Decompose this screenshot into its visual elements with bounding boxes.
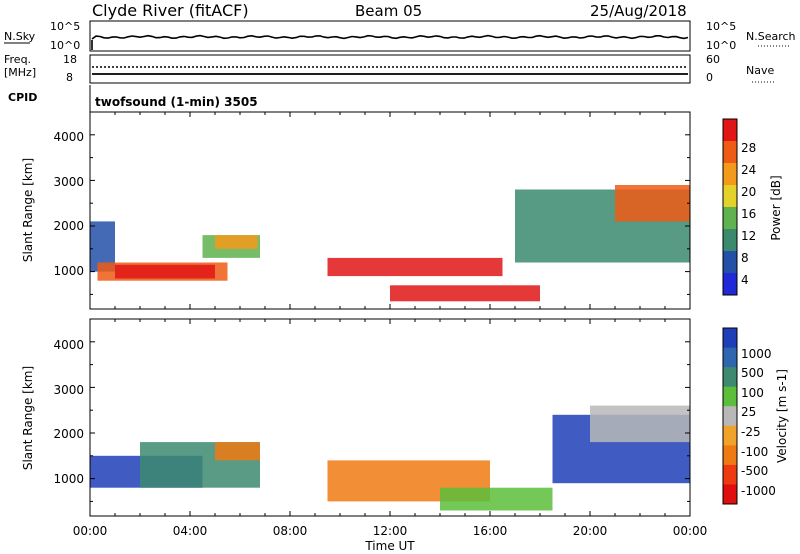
power-cb-28: 28 bbox=[741, 141, 756, 155]
velocity-colorbar-swatch-5 bbox=[723, 425, 737, 446]
power-colorbar-swatch-3 bbox=[723, 185, 737, 208]
vel-cb-25: 25 bbox=[741, 405, 756, 419]
power-cell-8 bbox=[615, 185, 690, 222]
power-colorbar: 28 24 20 16 12 8 4 Power [dB] bbox=[722, 118, 783, 296]
velocity-ylabel: Slant Range [km] bbox=[21, 366, 35, 470]
velocity-cell-4 bbox=[440, 487, 553, 511]
power-colorbar-swatch-4 bbox=[723, 207, 737, 230]
freq-tick-top: 18 bbox=[63, 53, 77, 66]
power-ytick-2000: 2000 bbox=[53, 219, 84, 233]
velocity-colorbar-swatch-0 bbox=[723, 328, 737, 349]
velocity-panel: Slant Range [km] 1000 2000 3000 4000 bbox=[21, 318, 691, 517]
power-colorbar-swatch-0 bbox=[723, 119, 737, 142]
velocity-ytick-4000: 4000 bbox=[53, 338, 84, 352]
nsky-trace bbox=[91, 34, 689, 50]
velocity-colorbar-swatch-4 bbox=[723, 406, 737, 427]
power-cb-20: 20 bbox=[741, 185, 756, 199]
power-ytick-3000: 3000 bbox=[53, 175, 84, 189]
velocity-tick-marks bbox=[89, 318, 691, 516]
xlabel: Time UT bbox=[364, 539, 415, 553]
vel-cb-500: 500 bbox=[741, 366, 764, 380]
power-colorbar-swatch-6 bbox=[723, 251, 737, 274]
vel-cb-1000: 1000 bbox=[741, 347, 772, 361]
velocity-colorbar-swatches bbox=[723, 328, 737, 505]
power-cell-5 bbox=[327, 257, 503, 277]
nsky-tick-bottom: 10^0 bbox=[50, 39, 80, 52]
vel-cb-100: 100 bbox=[741, 386, 764, 400]
power-cb-8: 8 bbox=[741, 251, 749, 265]
freq-tick-bottom: 8 bbox=[66, 71, 73, 84]
power-colorbar-frame bbox=[722, 118, 738, 296]
power-cell-6 bbox=[390, 285, 540, 302]
velocity-colorbar-swatch-1 bbox=[723, 347, 737, 368]
xtick-0800: 08:00 bbox=[273, 524, 308, 538]
xtick-0400: 04:00 bbox=[173, 524, 208, 538]
power-data bbox=[90, 185, 690, 302]
freq-frame bbox=[89, 54, 691, 84]
power-cell-4 bbox=[215, 235, 258, 249]
cpid-text: twofsound (1-min) 3505 bbox=[95, 95, 258, 109]
power-cell-2 bbox=[115, 264, 215, 279]
x-axis: 00:00 04:00 08:00 12:00 16:00 20:00 00:0… bbox=[73, 524, 708, 553]
nsearch-tick-top: 10^5 bbox=[706, 20, 736, 33]
velocity-ytick-3000: 3000 bbox=[53, 383, 84, 397]
nave-tick-top: 60 bbox=[706, 53, 720, 66]
power-cb-24: 24 bbox=[741, 163, 756, 177]
power-colorbar-label: Power [dB] bbox=[769, 175, 783, 240]
beam-label: Beam 05 bbox=[355, 2, 422, 20]
power-cb-4: 4 bbox=[741, 273, 749, 287]
power-panel: Slant Range [km] 1000 2000 3000 4000 bbox=[21, 111, 691, 310]
vel-cb-m1000: -1000 bbox=[741, 484, 776, 498]
nsky-panel: N.Sky 10^5 10^0 10^5 10^0 N.Search bbox=[4, 20, 796, 52]
power-ylabel: Slant Range [km] bbox=[21, 158, 35, 262]
freq-label-1: Freq. bbox=[4, 53, 31, 66]
velocity-colorbar-swatch-3 bbox=[723, 386, 737, 407]
velocity-colorbar-label: Velocity [m s-1] bbox=[775, 369, 789, 463]
xtick-1600: 16:00 bbox=[473, 524, 508, 538]
power-colorbar-swatch-5 bbox=[723, 229, 737, 252]
vel-cb-m25: -25 bbox=[741, 425, 761, 439]
nsky-frame bbox=[89, 20, 691, 52]
nsearch-tick-bottom: 10^0 bbox=[706, 39, 736, 52]
velocity-colorbar-swatch-7 bbox=[723, 464, 737, 485]
power-colorbar-swatch-7 bbox=[723, 273, 737, 296]
power-colorbar-swatch-2 bbox=[723, 163, 737, 186]
freq-panel: Freq. [MHz] 18 8 60 0 Nave bbox=[4, 53, 776, 84]
nsearch-label: N.Search bbox=[746, 30, 796, 43]
velocity-ytick-1000: 1000 bbox=[53, 472, 84, 486]
velocity-cell-2 bbox=[215, 442, 260, 461]
power-ytick-1000: 1000 bbox=[53, 264, 84, 278]
figure-title: Clyde River (fitACF) bbox=[92, 1, 249, 20]
power-ytick-4000: 4000 bbox=[53, 130, 84, 144]
xtick-0000: 00:00 bbox=[73, 524, 108, 538]
xtick-1200: 12:00 bbox=[373, 524, 408, 538]
velocity-colorbar-swatch-6 bbox=[723, 445, 737, 466]
velocity-colorbar: 1000 500 100 25 -25 -100 -500 -1000 Velo… bbox=[722, 327, 789, 505]
nsky-label: N.Sky bbox=[4, 30, 36, 43]
velocity-data bbox=[90, 405, 690, 511]
power-colorbar-swatches bbox=[723, 119, 737, 296]
cpid-label: CPID bbox=[8, 91, 37, 104]
velocity-colorbar-swatch-8 bbox=[723, 484, 737, 505]
vel-cb-m100: -100 bbox=[741, 445, 768, 459]
velocity-colorbar-frame bbox=[722, 327, 738, 505]
power-cb-16: 16 bbox=[741, 207, 756, 221]
nave-tick-bottom: 0 bbox=[706, 71, 713, 84]
velocity-colorbar-swatch-2 bbox=[723, 367, 737, 388]
vel-cb-m500: -500 bbox=[741, 464, 768, 478]
nsky-tick-top: 10^5 bbox=[50, 20, 80, 33]
velocity-cell-6 bbox=[590, 405, 690, 443]
cpid-panel: CPID twofsound (1-min) 3505 bbox=[8, 85, 258, 112]
power-colorbar-swatch-1 bbox=[723, 141, 737, 164]
freq-label-2: [MHz] bbox=[4, 66, 36, 79]
xtick-2000: 20:00 bbox=[573, 524, 608, 538]
nave-label: Nave bbox=[746, 64, 774, 77]
power-tick-marks bbox=[89, 111, 691, 309]
xtick-2400: 00:00 bbox=[673, 524, 708, 538]
power-cb-12: 12 bbox=[741, 229, 756, 243]
date-label: 25/Aug/2018 bbox=[590, 2, 687, 20]
velocity-ytick-2000: 2000 bbox=[53, 427, 84, 441]
